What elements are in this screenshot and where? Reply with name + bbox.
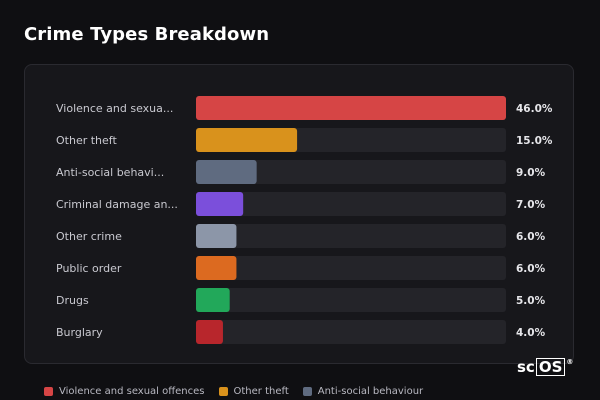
legend-swatch [302,387,312,396]
legend-item[interactable]: Violence and sexual offences [44,386,205,397]
value-label: 7.0% [516,199,546,211]
bar[interactable] [196,128,298,152]
legend-swatch [218,387,228,396]
value-label: 6.0% [516,263,546,275]
value-label: 15.0% [516,135,553,147]
legend-label: Anti-social behaviour [317,386,424,397]
legend-swatch [44,387,53,396]
legend-item[interactable]: Other theft [218,386,289,397]
bar-track [196,192,506,216]
legend-label: Other theft [233,386,289,397]
bar[interactable] [196,224,237,248]
chart-title: Crime Types Breakdown [24,24,270,45]
bar-track [196,288,506,312]
bar[interactable] [196,256,237,280]
category-label: Drugs [56,294,89,307]
value-label: 4.0% [516,327,546,339]
category-label: Public order [56,262,122,275]
chart-legend: Violence and sexual offences Other theft A… [44,386,423,397]
bar[interactable] [196,96,506,120]
bar-track [196,224,506,248]
category-label: Burglary [56,326,103,339]
category-label: Anti-social behavi... [56,166,164,179]
brand-logo: sc OS ® [517,358,573,376]
bar-track [196,320,506,344]
bar[interactable] [196,320,223,344]
bar-track [196,160,506,184]
category-label: Violence and sexua... [56,102,173,115]
logo-registered-mark: ® [566,358,574,366]
bar[interactable] [196,192,244,216]
chart-panel: Violence and sexua... 46.0% Other theft 15.… [24,64,574,364]
bar[interactable] [196,160,257,184]
legend-label: Violence and sexual offences [59,386,205,397]
value-label: 9.0% [516,167,546,179]
bar-chart: Violence and sexua... 46.0% Other theft 15.… [56,96,553,344]
logo-text: sc [517,358,535,376]
value-label: 6.0% [516,231,546,243]
value-label: 5.0% [516,295,546,307]
category-label: Other theft [56,134,117,147]
logo-boxed-text: OS [535,358,566,376]
bar-track [196,256,506,280]
bar[interactable] [196,288,230,312]
category-label: Other crime [56,230,122,243]
category-label: Criminal damage an... [56,198,178,211]
legend-item[interactable]: Anti-social behaviour [302,386,424,397]
value-label: 46.0% [516,103,553,115]
